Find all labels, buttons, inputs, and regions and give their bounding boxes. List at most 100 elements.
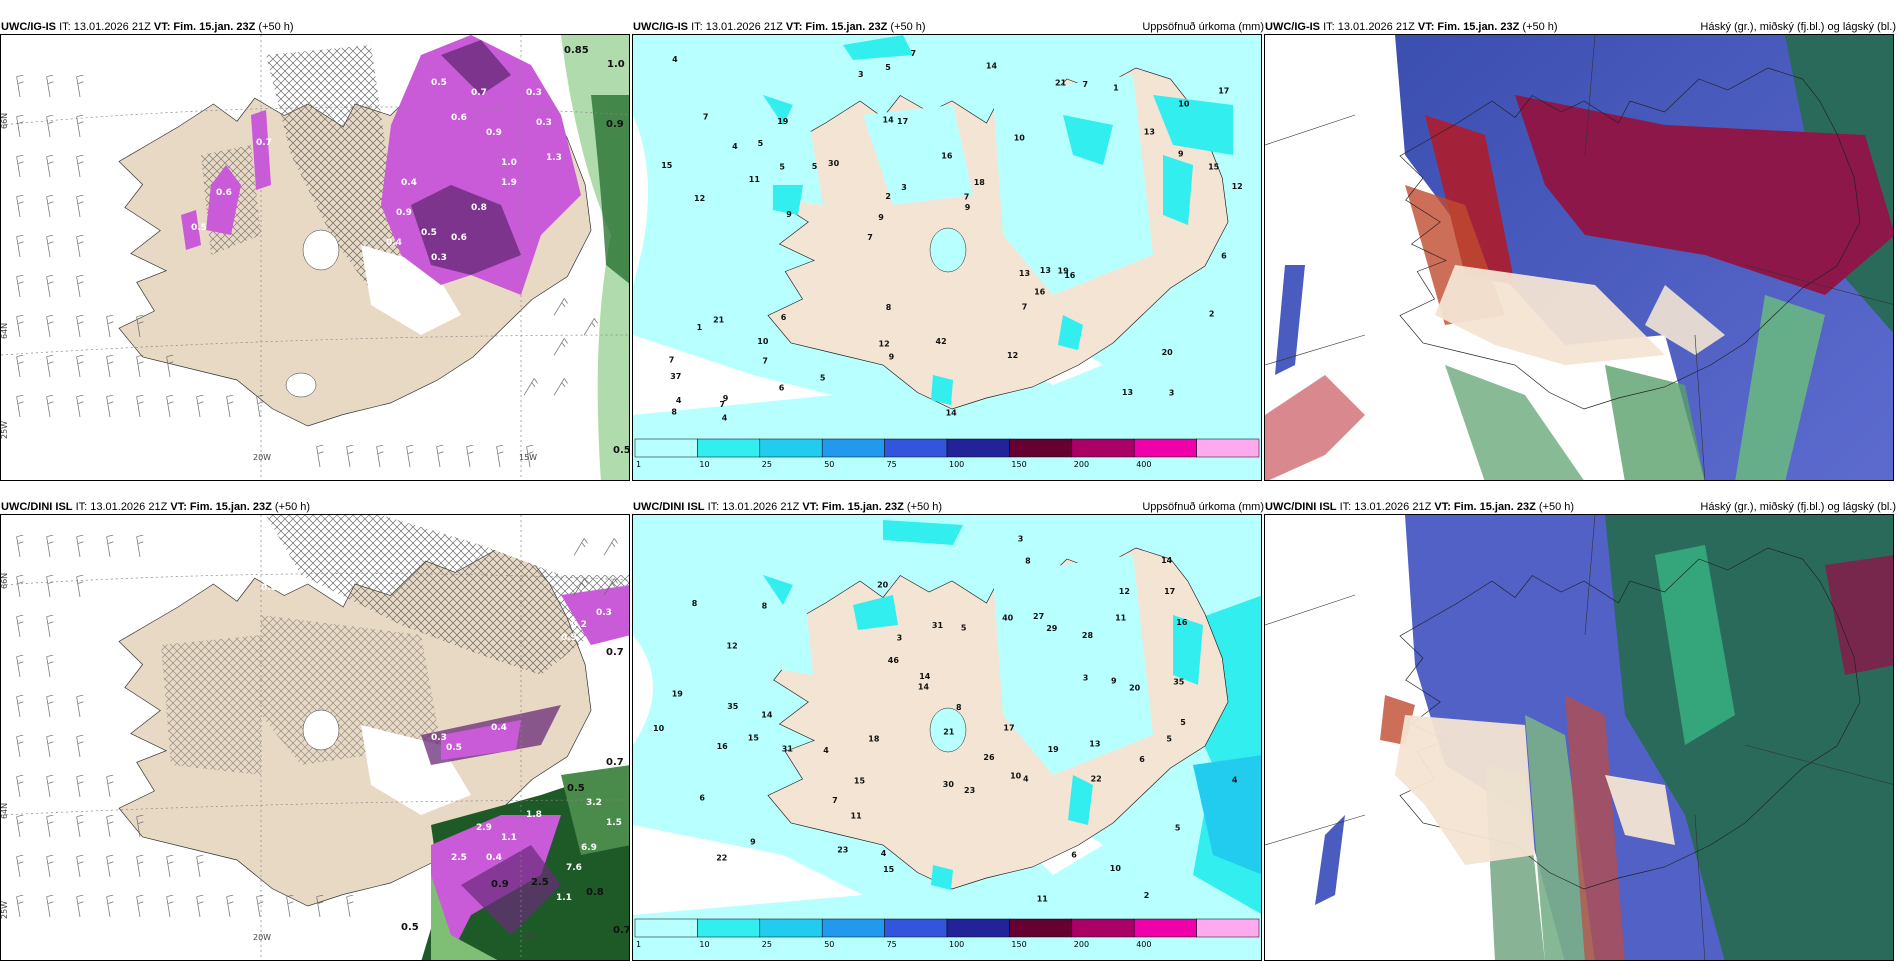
panel-5-map: 2 15 10 8 5 12 9 4 28 31 29 10 11 20 17 6 13 8 19 22 14 5 9 4 5 3… (632, 514, 1262, 961)
panel-2-station-value: 7 (703, 112, 709, 121)
panel-6-map (1264, 514, 1894, 961)
panel-2-station-value: 16 (1064, 271, 1076, 280)
panel-5-station-value: 9 (1111, 677, 1117, 686)
p1-val: 0.6 (451, 113, 467, 123)
panel-2-vt: Fim. 15.jan. 23Z (805, 21, 888, 33)
panel-2-colorbar-tick-label: 50 (824, 460, 834, 469)
panel-2-station-value: 2 (885, 192, 891, 201)
p1-val: 0.5 (421, 228, 437, 238)
panel-3-title: Háský (gr.), miðský (fj.bl.) og lágský (… (1700, 21, 1896, 33)
panel-2-station-value: 13 (1040, 266, 1051, 275)
p4-val: 1.5 (606, 818, 622, 828)
panel-2-vt-label: VT: (785, 21, 803, 33)
panel-5-station-value: 16 (717, 742, 729, 751)
panel-2-station-value: 3 (858, 70, 864, 79)
panel-5-station-value: 13 (1089, 739, 1100, 748)
panel-5-station-value: 4 (1232, 775, 1238, 784)
p1-val: 1.0 (607, 59, 625, 70)
panel-5-station-value: 10 (1010, 771, 1022, 780)
panel-5-colorbar-swatch (1133, 918, 1197, 938)
panel-5-station-value: 16 (1176, 618, 1188, 627)
panel-2-station-value: 4 (672, 55, 678, 64)
panel-3-model: UWC/IG-IS (1265, 21, 1320, 33)
panel-2-colorbar: 1 10 25 50 75 100 150 200 400 (634, 438, 1260, 469)
panel-6-lead: (+50 h) (1538, 501, 1575, 513)
p4-val: 0.3 (596, 608, 612, 618)
panel-2-station-value: 9 (889, 352, 895, 361)
panel-5-station-value: 17 (1003, 724, 1014, 733)
panel-5-station-value: 6 (699, 793, 705, 802)
panel-5-station-value: 6 (1139, 755, 1145, 764)
panel-6-model: UWC/DINI ISL (1265, 501, 1337, 513)
p4-val: 0.2 (571, 620, 587, 630)
panel-5-station-value: 14 (918, 683, 930, 692)
panel-5-station-value: 19 (1048, 745, 1060, 754)
panel-5-station-value: 2 (1144, 891, 1150, 900)
panel-1-lead: (+50 h) (258, 21, 294, 33)
panel-5-colorbar-swatch (1071, 918, 1135, 938)
panel-5-station-value: 12 (727, 641, 738, 650)
panel-5-colorbar-tick-label: 50 (824, 940, 834, 949)
panel-2-station-value: 7 (867, 233, 873, 242)
panel-2-station-value: 17 (897, 117, 908, 126)
panel-5-station-value: 35 (1173, 678, 1185, 687)
panel-2-station-value: 12 (694, 194, 705, 203)
panel-2-station-value: 7 (669, 356, 675, 365)
panel-5-station-value: 22 (1091, 774, 1102, 783)
p4-val: 0.5 (567, 783, 585, 794)
panel-3-lead: (+50 h) (1522, 21, 1558, 33)
panel-2-station-value: 7 (964, 193, 970, 202)
panel-2-colorbar-swatch (821, 438, 885, 458)
p4-val: 0.5 (446, 743, 462, 753)
panel-5-station-value: 9 (750, 838, 756, 847)
panel-5-colorbar-tick-label: 100 (949, 940, 964, 949)
panel-5-station-value: 35 (727, 702, 739, 711)
panel-5-station-value: 15 (748, 733, 760, 742)
panel-2-station-value: 7 (720, 400, 726, 409)
p4-lat66: 66N (1, 573, 9, 589)
panel-2-station-value: 19 (1058, 266, 1070, 275)
panel-2-colorbar-tick-label: 25 (762, 460, 772, 469)
p1-val: 0.5 (191, 223, 207, 233)
panel-5-station-value: 8 (692, 599, 698, 608)
panel-2-station-value: 5 (812, 162, 818, 171)
p1-val: 0.9 (606, 119, 624, 130)
panel-2-station-value: 15 (661, 161, 673, 170)
p1-val: 0.7 (471, 88, 487, 98)
panel-5-station-value: 46 (888, 656, 900, 665)
panel-5-station-value: 14 (919, 672, 931, 681)
panel-5-station-value: 15 (883, 865, 895, 874)
panel-5-colorbar: 1 10 25 50 75 100 150 200 400 (634, 918, 1260, 949)
panel-2-station-value: 20 (1162, 348, 1174, 357)
panel-2-station-value: 14 (946, 408, 958, 417)
p4-val: 0.5 (561, 633, 577, 643)
panel-4-svg: 0.6 0.3 0.2 0.5 0.3 0.5 0.4 0.7 0.5 0.7 … (1, 515, 629, 960)
panel-5-station-value: 15 (854, 776, 866, 785)
panel-5-vt: Fim. 15.jan. 23Z (821, 501, 904, 513)
panel-5-station-value: 21 (943, 727, 955, 736)
panel-2-station-value: 37 (670, 372, 681, 381)
panel-5-colorbar-swatch (697, 918, 761, 938)
panel-2-station-value: 7 (1022, 302, 1028, 311)
panel-5-colorbar-tick-label: 150 (1011, 940, 1026, 949)
panel-2-station-value: 16 (941, 152, 953, 161)
panel-5-station-value: 18 (868, 735, 880, 744)
panel-2-station-value: 3 (901, 183, 907, 192)
panel-2-station-value: 9 (1178, 150, 1184, 159)
panel-5-station-value: 8 (956, 703, 962, 712)
panel-1-header: UWC/IG-IS IT: 13.01.2026 21Z VT: Fim. 15… (1, 21, 294, 33)
p4-val: 6.9 (581, 843, 597, 853)
p1-lon20: 20W (253, 453, 271, 462)
p4-val: 0.7 (606, 647, 624, 658)
panel-2-station-value: 18 (974, 178, 986, 187)
p4-val: 2.5 (531, 877, 549, 888)
panel-2-station-value: 21 (713, 315, 725, 324)
p4-val: 1.8 (526, 810, 542, 820)
p1-val: 1.0 (501, 158, 517, 168)
panel-4-vt-label: VT: (170, 501, 187, 513)
p4-val: 0.8 (586, 887, 604, 898)
panel-5-station-value: 10 (1110, 864, 1122, 873)
panel-5-station-value: 11 (1037, 894, 1049, 903)
panel-5-colorbar-swatch (821, 918, 885, 938)
